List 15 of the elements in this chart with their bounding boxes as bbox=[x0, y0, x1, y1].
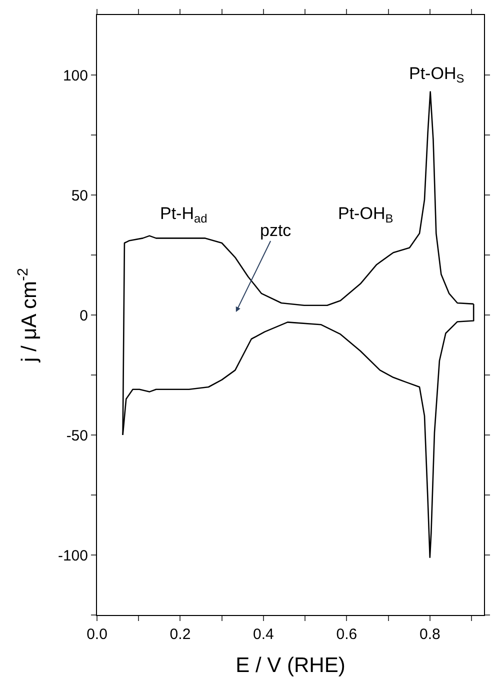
x-tick-label: 0.2 bbox=[170, 626, 191, 643]
annotation: Pt-H$_{ad}$ bbox=[160, 204, 208, 226]
annotation: pztc bbox=[260, 221, 292, 240]
y-tick-label: -50 bbox=[66, 427, 88, 444]
x-tick-label: 0.0 bbox=[86, 626, 108, 643]
x-axis-title: E / V (RHE) bbox=[236, 654, 346, 678]
annotation: Pt-OH$_{B}$ bbox=[338, 204, 394, 226]
x-tick-label: 0.8 bbox=[419, 626, 440, 643]
y-tick-label: 50 bbox=[71, 187, 88, 204]
x-tick-label: 0.4 bbox=[253, 626, 274, 643]
y-tick-label: -100 bbox=[58, 547, 88, 564]
x-tick-label: 0.6 bbox=[336, 626, 358, 643]
annotation: Pt-OH$_{S}$ bbox=[409, 64, 464, 86]
y-tick-label: 0 bbox=[80, 307, 88, 324]
y-tick-label: 100 bbox=[62, 67, 88, 84]
